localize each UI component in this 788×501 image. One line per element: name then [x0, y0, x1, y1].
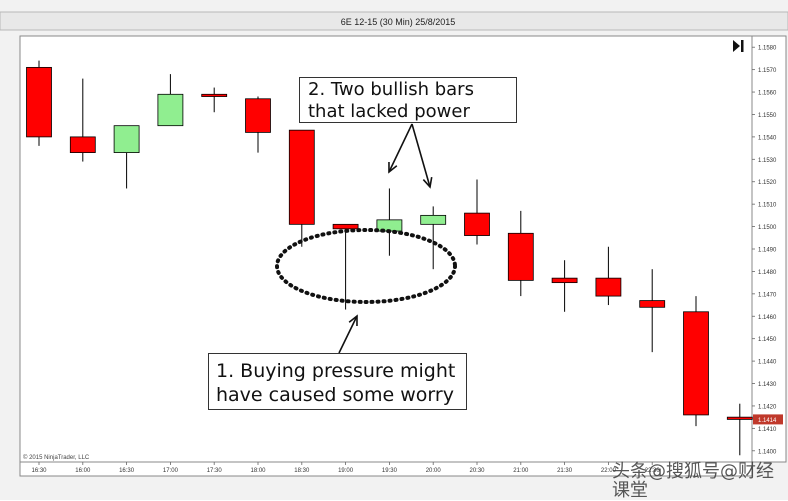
y-tick-label: 1.1490 — [758, 248, 777, 254]
x-tick-label: 19:30 — [382, 468, 398, 474]
chart-title: 6E 12-15 (30 Min) 25/8/2015 — [341, 17, 456, 27]
candle-bearish — [551, 277, 578, 284]
y-tick-label: 1.1510 — [758, 203, 777, 209]
arrow-to-bullish-bar-1 — [388, 123, 413, 173]
y-tick-label: 1.1520 — [758, 180, 777, 186]
x-tick-label: 16:30 — [119, 468, 135, 474]
candle-bullish — [420, 214, 447, 225]
x-tick-label: 20:00 — [426, 468, 442, 474]
x-tick-label: 21:30 — [557, 468, 573, 474]
y-tick-label: 1.1500 — [758, 225, 777, 231]
last-price-label: 1.1414 — [758, 418, 777, 424]
x-tick-label: 18:30 — [294, 468, 310, 474]
y-tick-label: 1.1450 — [758, 337, 777, 343]
candle-bearish — [683, 311, 709, 416]
y-tick-label: 1.1400 — [758, 449, 777, 455]
candle-bearish — [288, 129, 315, 225]
x-tick-label: 22:00 — [601, 468, 617, 474]
x-tick-label: 19:00 — [338, 468, 354, 474]
y-tick-label: 1.1470 — [758, 292, 777, 298]
candle-bearish — [26, 66, 52, 138]
candle-bearish — [595, 277, 622, 297]
arrow-to-ellipse-head — [348, 314, 358, 327]
y-tick-label: 1.1430 — [758, 382, 777, 388]
candle-bearish — [69, 136, 96, 153]
y-tick-label: 1.1530 — [758, 158, 777, 164]
arrow-to-bullish-bar-1-head — [388, 161, 398, 174]
y-tick-label: 1.1410 — [758, 427, 777, 433]
y-tick-label: 1.1570 — [758, 68, 777, 74]
x-tick-label: 22:30 — [645, 468, 661, 474]
highlight-ellipse — [275, 228, 457, 304]
x-tick-label: 16:30 — [31, 468, 47, 474]
watermark: 头条@搜狐号@财经课堂 — [612, 461, 774, 501]
price-axis — [751, 35, 787, 463]
x-tick-label: 17:30 — [207, 468, 223, 474]
candle-bearish — [726, 416, 753, 420]
y-tick-label: 1.1580 — [758, 46, 777, 52]
candle-bearish — [639, 300, 666, 308]
y-tick-label: 1.1540 — [758, 135, 777, 141]
title-bar — [0, 11, 788, 31]
annotation-buying-pressure: 1. Buying pressure might have caused som… — [208, 353, 467, 410]
arrow-to-ellipse — [338, 315, 358, 354]
time-axis — [19, 461, 753, 477]
x-tick-label: 17:00 — [163, 468, 179, 474]
candle-bullish — [157, 93, 184, 127]
candle-bullish — [113, 125, 140, 153]
y-tick-label: 1.1460 — [758, 315, 777, 321]
play-to-end-icon-bar — [741, 40, 744, 52]
y-tick-label: 1.1440 — [758, 360, 777, 366]
y-tick-label: 1.1560 — [758, 91, 777, 97]
x-tick-label: 16:00 — [75, 468, 91, 474]
y-tick-label: 1.1550 — [758, 113, 777, 119]
arrow-to-bullish-bar-2 — [411, 123, 431, 188]
arrow-to-bullish-bar-2-head — [422, 177, 433, 189]
candle-bearish — [464, 212, 490, 236]
candle-bearish — [507, 232, 534, 281]
x-tick-label: 21:00 — [513, 468, 529, 474]
last-price-tag — [753, 414, 783, 425]
candle-bearish — [332, 223, 359, 230]
y-tick-label: 1.1420 — [758, 404, 777, 410]
annotation-two-bullish-bars: 2. Two bullish bars that lacked power — [299, 77, 517, 123]
y-tick-label: 1.1480 — [758, 270, 777, 276]
copyright-text: © 2015 NinjaTrader, LLC — [23, 454, 90, 461]
candle-bearish — [245, 98, 271, 133]
x-tick-label: 20:30 — [469, 468, 485, 474]
play-to-end-icon — [733, 40, 740, 52]
candle-bearish — [201, 93, 228, 97]
x-tick-label: 18:00 — [250, 468, 266, 474]
